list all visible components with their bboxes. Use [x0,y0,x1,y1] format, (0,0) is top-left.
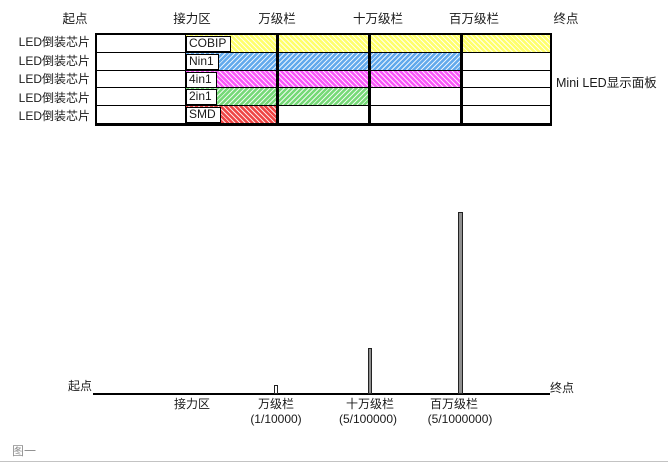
tech-label-smd: SMD [186,107,221,124]
page-divider [0,461,668,462]
row-label-column: LED倒装芯片 LED倒装芯片 LED倒装芯片 LED倒装芯片 LED倒装芯片 [0,33,92,126]
axis-relay-label: 接力区 [173,397,211,411]
flip-chip-row-label: LED倒装芯片 [18,90,90,105]
flip-chip-row-label: LED倒装芯片 [18,109,90,124]
nin1-progress-band [185,52,461,70]
header-relay-zone: 接力区 [173,12,211,26]
tech-label-4in1: 4in1 [186,71,217,88]
flip-chip-row-label: LED倒装芯片 [18,53,90,68]
axis-10k-value: (1/10000) [250,412,302,426]
header-100k-hurdle: 十万级栏 [352,12,404,26]
relay-table: COBIP Nin1 4in1 2in1 SMD [95,33,552,126]
axis-100k-value: (5/100000) [338,412,398,426]
hurdle-bar-100k [368,348,372,394]
axis-10k-label: 万级栏 [257,397,295,411]
mini-led-panel-label: Mini LED显示面板 [556,76,657,90]
axis-end-label: 终点 [550,381,575,395]
header-start: 起点 [62,12,88,26]
axis-100k-label: 十万级栏 [345,397,395,411]
axis-1m-value: (5/1000000) [427,412,493,426]
axis-start-label: 起点 [67,379,92,393]
table-row: COBIP [97,35,550,53]
hurdle-divider-10k [276,35,279,124]
flip-chip-row-label: LED倒装芯片 [18,72,90,87]
header-finish: 终点 [553,12,579,26]
hurdle-divider-1m [460,35,463,124]
axis-1m-label: 百万级栏 [429,397,479,411]
hurdle-divider-100k [368,35,371,124]
tech-label-2in1: 2in1 [186,89,217,106]
table-row: 2in1 [97,88,550,107]
column-divider [185,35,186,124]
hurdle-bar-1m [458,212,463,394]
baseline-axis [93,393,550,395]
table-row: Nin1 [97,52,550,71]
fourin1-progress-band [185,70,461,88]
header-1m-hurdle: 百万级栏 [448,12,500,26]
tech-label-cobip: COBIP [186,36,232,52]
header-10k-hurdle: 万级栏 [258,12,296,26]
hurdle-bar-10k [274,385,278,394]
table-row: 4in1 [97,70,550,89]
table-row: SMD [97,106,550,124]
tech-label-nin1: Nin1 [186,53,219,70]
flip-chip-row-label: LED倒装芯片 [18,35,90,49]
figure-caption: 图一 [12,444,37,458]
